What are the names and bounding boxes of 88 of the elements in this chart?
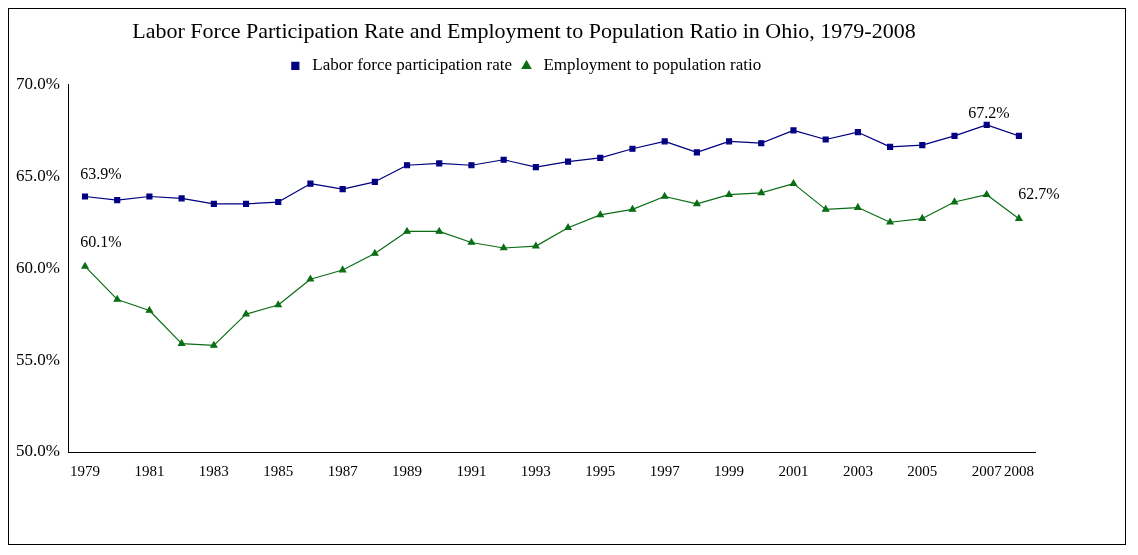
- point: [532, 164, 539, 171]
- point: [1015, 214, 1023, 221]
- point: [307, 180, 314, 187]
- legend-label: Employment to population ratio: [543, 55, 762, 75]
- x-tick-label: 1983: [198, 462, 229, 479]
- point: [81, 193, 89, 200]
- point: [951, 132, 958, 139]
- point: [887, 143, 894, 150]
- point: [661, 138, 668, 145]
- point: [146, 193, 153, 200]
- y-tick-label: 55.0%: [15, 349, 60, 369]
- point: [500, 156, 507, 163]
- point: [468, 162, 475, 169]
- y-tick-label: 70.0%: [15, 73, 60, 93]
- x-tick-label: 1999: [714, 462, 745, 479]
- point: [274, 300, 282, 308]
- point: [758, 140, 765, 147]
- x-tick-label: 2008: [1003, 462, 1034, 479]
- point: [371, 178, 378, 185]
- point: [918, 214, 926, 221]
- point: [403, 162, 411, 169]
- point: [339, 265, 347, 273]
- point: [467, 238, 476, 245]
- point: [726, 138, 733, 145]
- point: [790, 127, 797, 134]
- data-label: 62.7%: [1018, 184, 1060, 202]
- point: [661, 192, 669, 199]
- point: [983, 121, 990, 128]
- point: [242, 310, 250, 317]
- point: [403, 227, 411, 234]
- point: [628, 205, 637, 212]
- x-tick-label: 1991: [456, 462, 487, 479]
- point: [854, 129, 861, 136]
- point: [725, 190, 733, 198]
- x-tick-label: 1993: [520, 462, 551, 479]
- x-tick-label: 2003: [842, 462, 873, 479]
- point: [983, 190, 991, 198]
- point: [822, 136, 829, 143]
- point: [693, 149, 700, 156]
- x-tick-label: 1981: [134, 462, 165, 479]
- point: [81, 262, 89, 269]
- point: [114, 197, 121, 204]
- point: [854, 203, 862, 210]
- y-tick-label: 50.0%: [15, 441, 60, 461]
- x-tick-label: 1989: [392, 462, 423, 479]
- x-tick-label: 1987: [327, 462, 359, 479]
- chart-title: Labor Force Participation Rate and Employment to Population Ratio in Ohio, 1979-2008: [132, 17, 916, 43]
- x-tick-label: 1985: [263, 462, 294, 479]
- point: [436, 160, 443, 167]
- data-label: 63.9%: [80, 164, 122, 182]
- point: [210, 341, 218, 348]
- point: [789, 179, 798, 186]
- point: [177, 339, 186, 346]
- point: [950, 197, 959, 205]
- x-tick-label: 1995: [585, 462, 616, 479]
- point: [113, 295, 121, 302]
- point: [597, 154, 604, 161]
- point: [1015, 132, 1022, 139]
- point: [564, 223, 572, 231]
- point: [306, 275, 315, 282]
- point: [210, 200, 217, 207]
- point: [242, 200, 250, 207]
- x-tick-label: 2001: [778, 462, 809, 479]
- data-label: 60.1%: [80, 232, 122, 250]
- x-tick-label: 1997: [649, 462, 681, 479]
- point: [822, 205, 830, 212]
- point: [886, 218, 894, 225]
- y-tick-label: 60.0%: [15, 257, 60, 277]
- point: [178, 195, 185, 202]
- point: [275, 198, 282, 206]
- point: [371, 249, 379, 256]
- point: [629, 145, 636, 152]
- point: [596, 210, 604, 218]
- y-tick-label: 65.0%: [15, 165, 60, 185]
- point: [919, 141, 926, 149]
- point: [339, 186, 346, 193]
- point: [693, 199, 701, 207]
- data-label: 67.2%: [968, 104, 1010, 122]
- x-tick-label: 2005: [907, 462, 938, 479]
- point: [145, 306, 154, 313]
- x-tick-label: 2007: [971, 462, 1003, 479]
- point: [757, 188, 765, 196]
- point: [500, 243, 508, 251]
- point: [564, 158, 572, 165]
- point: [532, 242, 540, 249]
- x-tick-label: 1979: [70, 462, 101, 479]
- legend-label: Labor force participation rate: [312, 55, 512, 75]
- point: [435, 227, 443, 234]
